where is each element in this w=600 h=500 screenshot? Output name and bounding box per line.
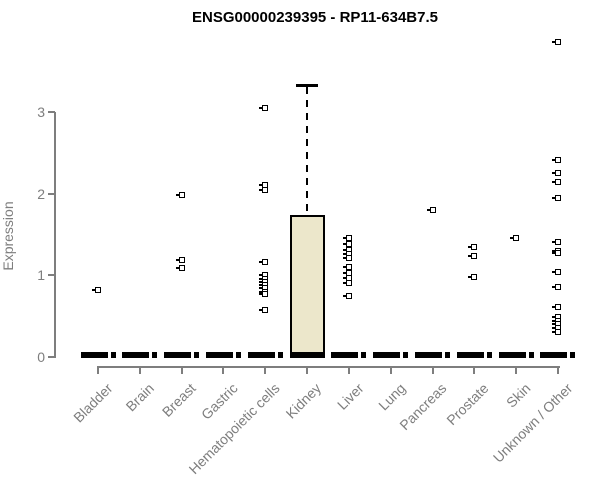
outlier-point (468, 243, 478, 250)
collapsed-box-median (247, 352, 275, 358)
collapsed-box-median (373, 352, 401, 358)
x-tick-label: Skin (502, 380, 534, 411)
outlier-point (92, 287, 101, 294)
x-tick-label: Prostate (443, 380, 492, 429)
collapsed-box-median (361, 352, 367, 358)
outlier-point (175, 264, 185, 271)
x-tick-label: Liver (333, 380, 367, 413)
x-axis-tick (264, 367, 267, 374)
x-axis-tick (347, 367, 350, 374)
outlier-point (551, 269, 561, 276)
outlier-point (468, 252, 478, 259)
outlier-point (175, 192, 185, 199)
y-axis-tick (48, 274, 55, 277)
outlier-point (551, 179, 561, 186)
collapsed-box-median (235, 352, 241, 358)
collapsed-box-median (122, 352, 150, 358)
x-axis-tick (473, 367, 476, 374)
outlier-point (342, 234, 352, 241)
outlier-point (342, 241, 352, 248)
outlier-point (342, 255, 352, 262)
outlier-point (426, 206, 436, 213)
y-axis-tick (48, 110, 55, 113)
box-whisker-cap (296, 84, 319, 88)
y-axis-line (54, 112, 56, 358)
chart-title: ENSG00000239395 - RP11-634B7.5 (191, 9, 438, 26)
y-tick-label: 2 (37, 185, 45, 202)
outlier-point (551, 38, 561, 45)
collapsed-box-median (205, 352, 233, 358)
outlier-point (551, 283, 561, 290)
outlier-point (551, 328, 561, 335)
y-tick-label: 3 (37, 103, 45, 120)
outlier-point (342, 264, 352, 271)
y-tick-label: 0 (37, 349, 45, 365)
outlier-point (259, 187, 269, 194)
collapsed-box-median (415, 352, 443, 358)
y-axis-tick (48, 192, 55, 195)
outlier-point (551, 157, 561, 164)
x-tick-label: Kidney (282, 380, 325, 422)
outlier-point (259, 259, 269, 266)
x-tick-label: Lung (374, 380, 409, 414)
x-axis-tick (556, 367, 559, 374)
collapsed-box-median (331, 352, 359, 358)
box-body (289, 214, 325, 358)
y-axis-tick (48, 356, 55, 358)
collapsed-box-median (540, 352, 568, 358)
x-axis-tick (138, 367, 141, 374)
x-tick-label: Bladder (69, 380, 116, 426)
x-tick-label: Unknown / Other (489, 380, 576, 466)
outlier-point (259, 104, 269, 111)
outlier-point (259, 306, 269, 313)
x-tick-label: Brain (122, 380, 158, 415)
outlier-point (468, 273, 478, 280)
x-axis-tick (306, 367, 309, 374)
outlier-point (342, 279, 352, 286)
box-upper-whisker (306, 87, 309, 215)
collapsed-box-median (110, 352, 116, 358)
x-tick-label: Breast (159, 380, 199, 420)
x-axis-tick (97, 367, 99, 374)
box-median (289, 352, 325, 358)
collapsed-box-median (80, 352, 108, 358)
x-axis-tick (389, 367, 392, 374)
collapsed-box-median (456, 352, 484, 358)
x-axis-tick (180, 367, 183, 374)
outlier-point (551, 194, 561, 201)
outlier-point (510, 234, 520, 241)
collapsed-box-median (152, 352, 158, 358)
outlier-point (551, 238, 561, 245)
outlier-point (259, 291, 269, 298)
outlier-point (551, 304, 561, 311)
collapsed-box-median (445, 352, 451, 358)
y-tick-label: 1 (37, 267, 45, 284)
x-axis-tick (222, 367, 225, 374)
outlier-point (175, 256, 185, 263)
collapsed-box-median (164, 352, 192, 358)
collapsed-box-median (570, 352, 576, 358)
outlier-point (551, 250, 561, 257)
x-axis-tick (515, 367, 518, 374)
y-axis-label: Expression (0, 201, 16, 271)
collapsed-box-median (194, 352, 200, 358)
x-axis-line (97, 366, 560, 368)
collapsed-box-median (486, 352, 492, 358)
collapsed-box-median (498, 352, 526, 358)
collapsed-box-median (277, 352, 283, 358)
collapsed-box-median (403, 352, 409, 358)
outlier-point (551, 170, 561, 177)
x-axis-tick (431, 367, 434, 374)
collapsed-box-median (528, 352, 534, 358)
outlier-point (342, 292, 352, 299)
